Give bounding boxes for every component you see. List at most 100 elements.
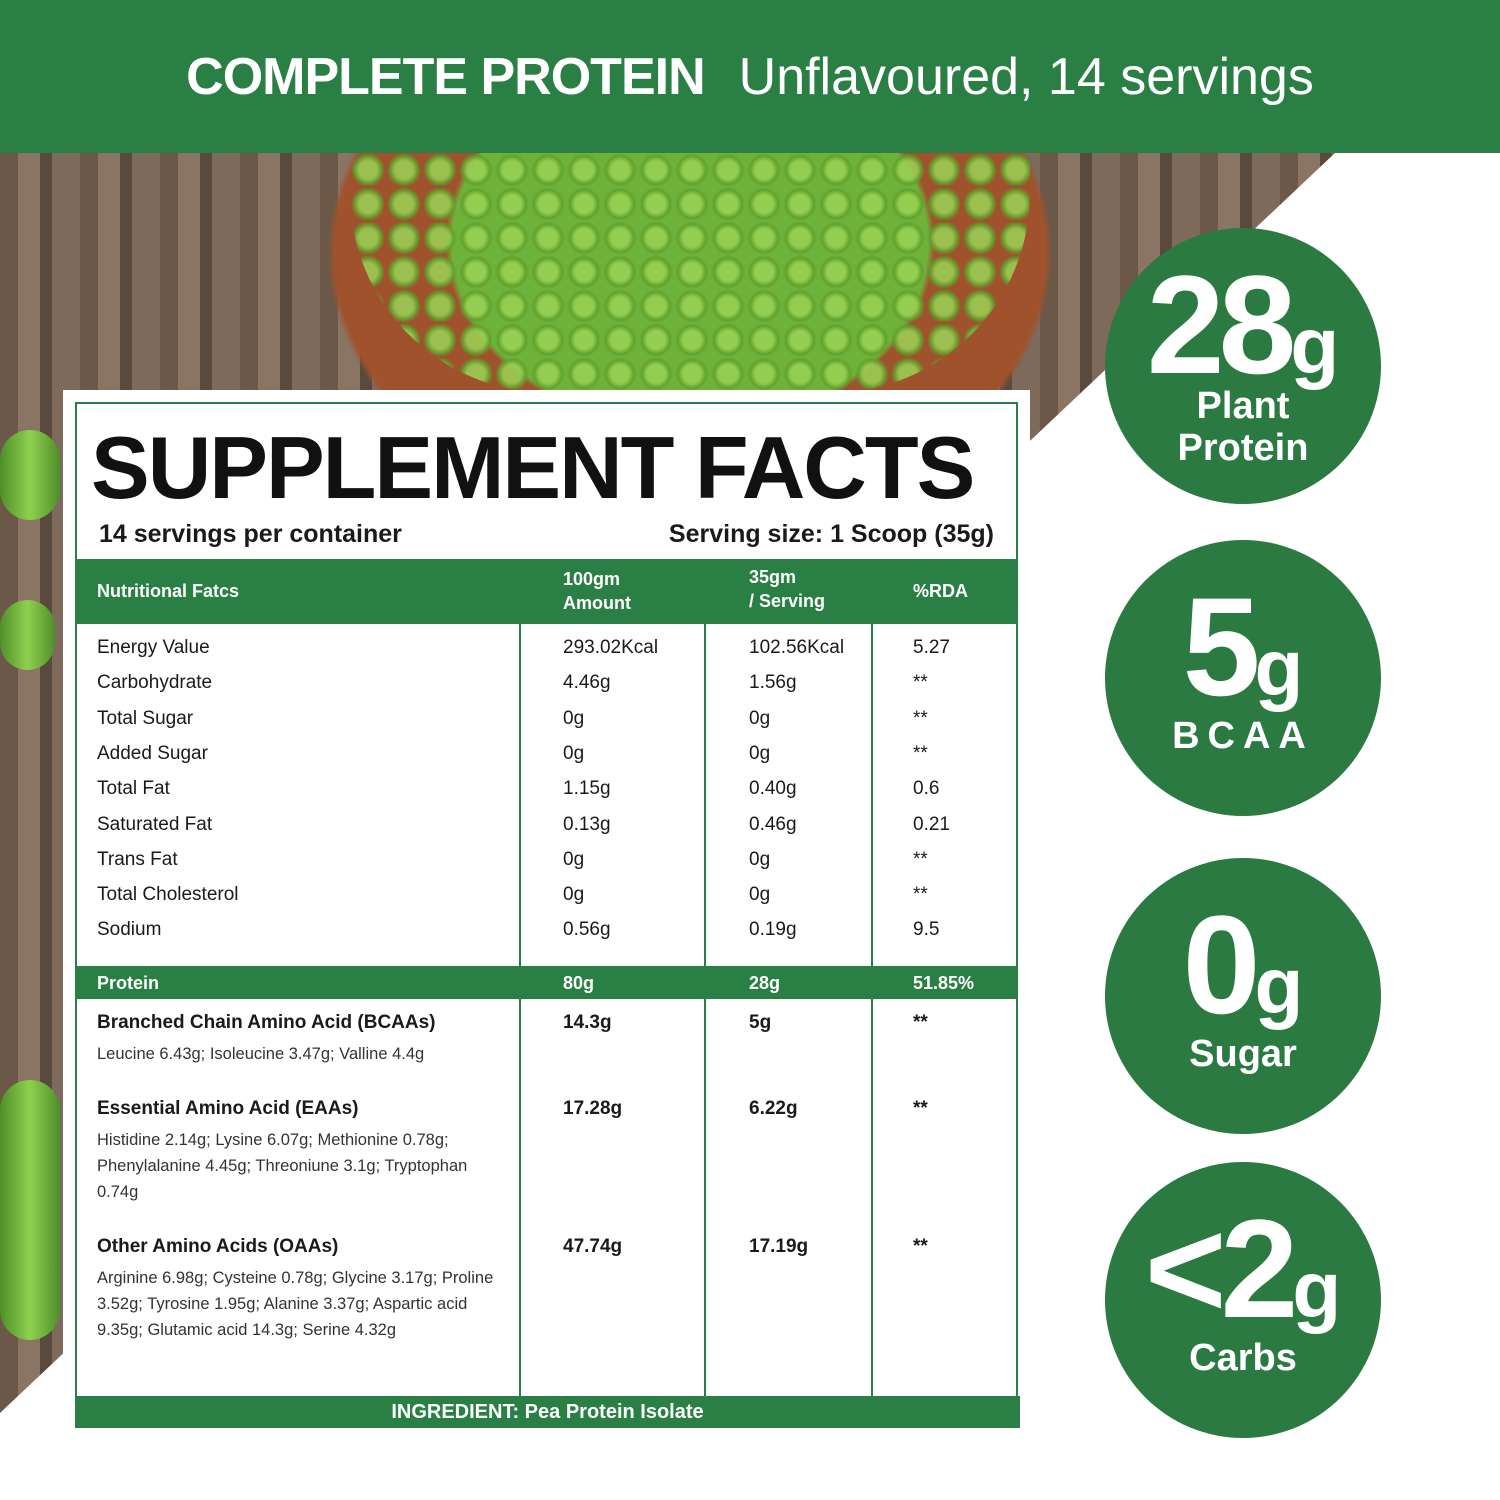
amino-serving: 5g	[749, 1012, 772, 1033]
amino-acid-group: Branched Chain Amino Acid (BCAAs) Leucin…	[77, 1009, 1016, 1067]
nutrient-per100: 0.13g	[563, 813, 611, 835]
nutrient-row: Carbohydrate 4.46g 1.56g **	[77, 671, 1016, 706]
nutrient-rda: 9.5	[913, 919, 940, 941]
nutrient-serving: 0g	[749, 707, 771, 729]
protein-rda: 51.85%	[913, 973, 975, 993]
header-serving-l2: / Serving	[749, 591, 826, 611]
nutrient-rda: 5.27	[913, 637, 950, 658]
nutrient-name: Sodium	[97, 919, 162, 941]
nutrient-row: Trans Fat 0g 0g **	[77, 848, 1016, 883]
nutrient-row: Energy Value 293.02Kcal 102.56Kcal 5.27	[77, 636, 1016, 671]
badge-label: Sugar	[1189, 1033, 1297, 1075]
badge-label: BCAA	[1172, 715, 1314, 757]
nutrient-row: Total Cholesterol 0g 0g **	[77, 883, 1016, 918]
protein-row: Protein 80g 28g 51.85%	[77, 966, 1016, 999]
column-divider	[871, 624, 873, 966]
highlight-badge: 5g BCAA	[1105, 540, 1381, 816]
supplement-facts-panel: SUPPLEMENT FACTS 14 servings per contain…	[63, 390, 1030, 1440]
nutrient-row: Total Sugar 0g 0g **	[77, 707, 1016, 742]
amino-serving: 17.19g	[749, 1236, 809, 1257]
nutrient-name: Trans Fat	[97, 848, 178, 870]
nutrient-serving: 0g	[749, 848, 771, 870]
column-divider	[704, 624, 706, 966]
facts-title: SUPPLEMENT FACTS	[91, 418, 975, 517]
nutrient-name: Total Fat	[97, 778, 170, 800]
nutrient-row: Added Sugar 0g 0g **	[77, 742, 1016, 777]
pea-pod-image	[0, 600, 55, 670]
nutrient-per100: 0g	[563, 742, 585, 764]
amino-group-detail: Histidine 2.14g; Lysine 6.07g; Methionin…	[97, 1131, 468, 1201]
amino-rda: **	[913, 1012, 928, 1033]
nutrient-row: Total Fat 1.15g 0.40g 0.6	[77, 777, 1016, 812]
nutrient-serving: 1.56g	[749, 672, 797, 694]
header-serving-l1: 35gm	[749, 567, 797, 587]
column-divider	[871, 999, 873, 1398]
nutrient-rda: **	[913, 742, 928, 764]
column-divider	[519, 999, 521, 1398]
protein-per100: 80g	[563, 973, 595, 993]
pea-bowl-image	[350, 153, 1030, 393]
nutrient-rda: 0.6	[913, 778, 940, 800]
nutrient-per100: 4.46g	[563, 672, 611, 694]
nutrient-name: Total Cholesterol	[97, 884, 239, 906]
protein-label: Protein	[97, 973, 160, 993]
table-header: Nutritional Fatcs 100gm Amount 35gm / Se…	[77, 559, 1016, 624]
badge-value: 0g	[1182, 886, 1304, 1043]
amino-group-name: Other Amino Acids (OAAs)	[97, 1236, 339, 1257]
banner-title: COMPLETE PROTEIN	[186, 47, 705, 106]
amino-group-detail: Arginine 6.98g; Cysteine 0.78g; Glycine …	[97, 1269, 494, 1339]
header-rda: %RDA	[913, 581, 969, 601]
top-banner: COMPLETE PROTEIN Unflavoured, 14 serving…	[0, 0, 1500, 153]
servings-per-container: 14 servings per container	[99, 520, 402, 548]
serving-size: Serving size: 1 Scoop (35g)	[668, 520, 994, 548]
protein-serving: 28g	[749, 973, 781, 993]
nutrient-per100: 293.02Kcal	[563, 637, 659, 658]
highlight-badge: 28g Plant Protein	[1105, 228, 1381, 504]
nutrient-name: Total Sugar	[97, 707, 194, 729]
nutrient-rda: **	[913, 672, 928, 694]
amino-group-name: Essential Amino Acid (EAAs)	[97, 1098, 359, 1119]
amino-acid-group: Other Amino Acids (OAAs) Arginine 6.98g;…	[77, 1233, 1016, 1343]
amino-rda: **	[913, 1236, 928, 1257]
nutrient-per100: 0g	[563, 848, 585, 870]
badge-value: <2g	[1144, 1190, 1342, 1347]
amino-per100: 17.28g	[563, 1098, 623, 1119]
nutrient-rda: **	[913, 884, 928, 906]
nutrient-row: Saturated Fat 0.13g 0.46g 0.21	[77, 813, 1016, 848]
badge-label: Protein	[1177, 427, 1309, 469]
nutrient-per100: 1.15g	[563, 778, 611, 800]
column-divider	[704, 999, 706, 1398]
pea-pod-image	[0, 430, 60, 520]
nutrient-per100: 0g	[563, 884, 585, 906]
banner-subtitle: Unflavoured, 14 servings	[738, 47, 1314, 106]
nutrient-serving: 0g	[749, 884, 771, 906]
nutrient-rda: 0.21	[913, 813, 950, 835]
amino-serving: 6.22g	[749, 1098, 798, 1119]
amino-acid-group: Essential Amino Acid (EAAs) Histidine 2.…	[77, 1095, 1016, 1205]
nutrient-per100: 0.56g	[563, 919, 611, 941]
nutrient-row: Sodium 0.56g 0.19g 9.5	[77, 918, 1016, 953]
ingredient-bar: INGREDIENT: Pea Protein Isolate	[75, 1396, 1020, 1428]
nutrient-name: Saturated Fat	[97, 813, 213, 835]
amino-group-detail: Leucine 6.43g; Isoleucine 3.47g; Valline…	[97, 1045, 425, 1063]
nutrient-name: Carbohydrate	[97, 672, 213, 694]
column-divider	[519, 624, 521, 966]
nutrient-name: Energy Value	[97, 637, 210, 658]
nutrient-serving: 0.19g	[749, 919, 797, 941]
amino-per100: 14.3g	[563, 1012, 612, 1033]
pea-pod-image	[0, 1080, 60, 1340]
amino-rda: **	[913, 1098, 928, 1119]
nutrient-name: Added Sugar	[97, 742, 208, 764]
nutrient-per100: 0g	[563, 707, 585, 729]
nutrient-serving: 102.56Kcal	[749, 637, 845, 658]
nutrient-serving: 0.46g	[749, 813, 797, 835]
badge-value: 5g	[1182, 568, 1304, 725]
highlight-badge: <2g Carbs	[1105, 1162, 1381, 1438]
amino-group-name: Branched Chain Amino Acid (BCAAs)	[97, 1012, 436, 1033]
nutrient-serving: 0.40g	[749, 778, 797, 800]
badge-label: Carbs	[1189, 1337, 1297, 1379]
highlight-badge: 0g Sugar	[1105, 858, 1381, 1134]
nutrient-serving: 0g	[749, 742, 771, 764]
badge-value: 28g	[1146, 246, 1340, 403]
amino-per100: 47.74g	[563, 1236, 623, 1257]
